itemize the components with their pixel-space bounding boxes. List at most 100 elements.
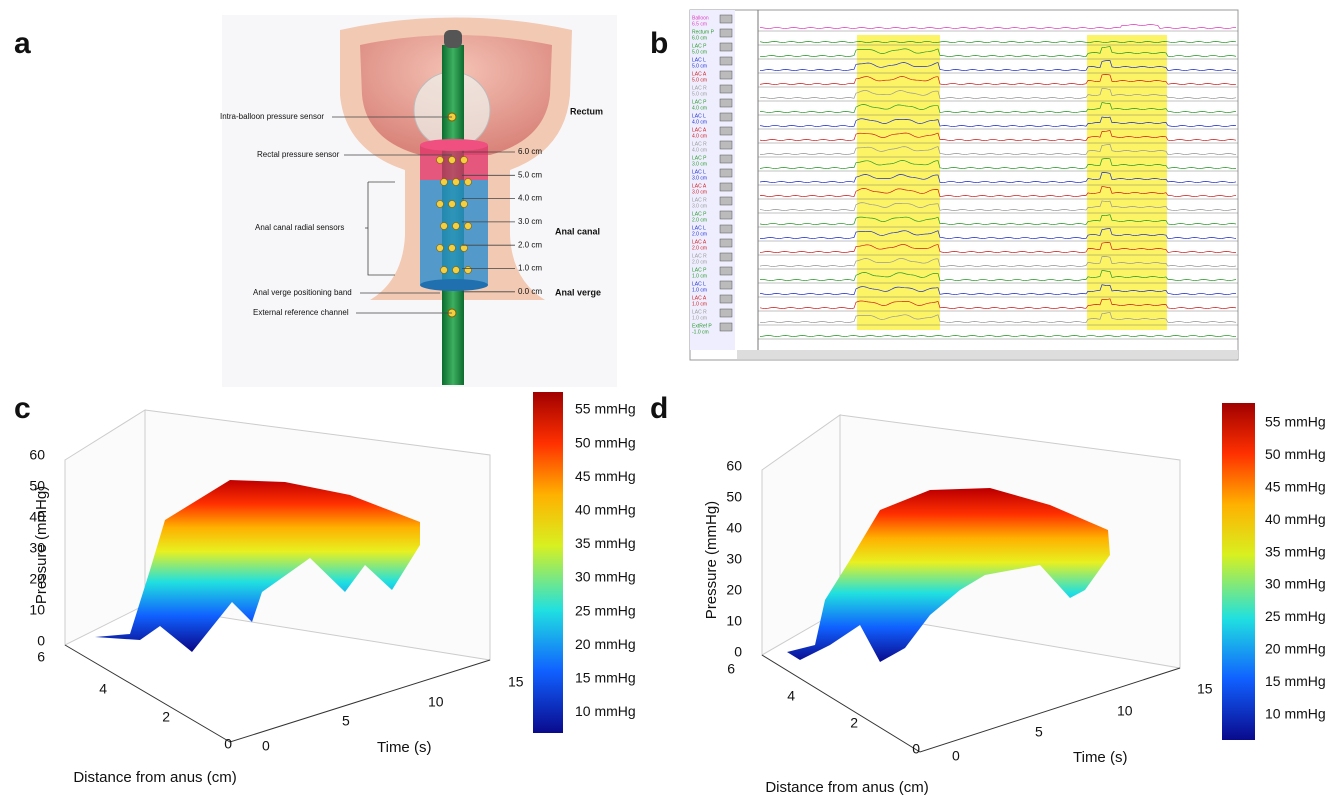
channel-depth: 3.0 cm <box>692 161 707 167</box>
y-tick-label: 6 <box>727 661 735 677</box>
channel-name: ExtRef P <box>692 323 712 329</box>
channel-depth: 1.0 cm <box>692 287 707 293</box>
z-tick-label: 20 <box>29 571 45 587</box>
channel-icon <box>719 14 733 24</box>
channel-icon <box>719 42 733 52</box>
highlight <box>1087 35 1167 330</box>
channel-depth: 1.0 cm <box>692 273 707 279</box>
channel-depth: 3.0 cm <box>692 175 707 181</box>
channel-name: LAC R <box>692 85 707 91</box>
trace-line <box>759 158 1237 169</box>
channel-icon <box>719 70 733 80</box>
channel-name: LAC L <box>692 225 706 231</box>
colorbar-label: 40 mmHg <box>575 502 636 518</box>
channel-name: LAC P <box>692 99 707 105</box>
channel-icon <box>719 266 733 276</box>
trace-line <box>759 214 1237 225</box>
colorbar-label: 20 mmHg <box>575 636 636 652</box>
cylinder-bottom <box>420 279 488 291</box>
colorbar-label: 20 mmHg <box>1265 641 1326 657</box>
channel-icon <box>719 154 733 164</box>
trace-line <box>759 46 1237 57</box>
channel-depth: 2.0 cm <box>692 245 707 251</box>
y-axis-title: Distance from anus (cm) <box>765 779 928 796</box>
channel-icon <box>719 294 733 304</box>
sensor <box>464 222 472 230</box>
channel-depth: 1.0 cm <box>692 301 707 307</box>
y-axis-title: Distance from anus (cm) <box>73 769 236 786</box>
colorbar-label: 55 mmHg <box>575 401 636 417</box>
colorbar-label: 25 mmHg <box>575 602 636 618</box>
channel-depth: 3.0 cm <box>692 189 707 195</box>
callout-label: Rectal pressure sensor <box>257 150 340 159</box>
sensors <box>436 112 472 318</box>
y-tick-label: 0 <box>912 741 920 757</box>
z-tick-label: 0 <box>734 644 742 660</box>
trace-line <box>759 256 1237 267</box>
channel-name: LAC P <box>692 267 707 273</box>
sensor <box>436 244 444 252</box>
y-tick-label: 6 <box>37 649 45 665</box>
colorbar-label: 10 mmHg <box>575 703 636 719</box>
trace-line <box>759 88 1237 99</box>
channel-name: LAC A <box>692 239 707 245</box>
bracket <box>367 181 395 276</box>
axis-line <box>761 654 1181 753</box>
trace-line <box>759 186 1237 197</box>
channel-depth: 5.0 cm <box>692 49 707 55</box>
x-tick-label: 0 <box>262 738 270 754</box>
trace-line <box>759 298 1237 309</box>
colorbar-label: 30 mmHg <box>1265 576 1326 592</box>
manometry-trace <box>689 9 1239 361</box>
callout-label: Anal canal radial sensors <box>255 223 344 232</box>
y-tick-label: 2 <box>850 715 858 731</box>
leader-lines <box>332 116 515 314</box>
sensor <box>464 178 472 186</box>
channel-name: LAC A <box>692 183 707 189</box>
z-tick-label: 20 <box>726 582 742 598</box>
channel-depth: 5.0 cm <box>692 63 707 69</box>
channel-icon <box>719 252 733 262</box>
trace-line <box>759 335 1237 337</box>
z-tick-label: 60 <box>29 447 45 463</box>
colorbar-label: 50 mmHg <box>575 434 636 450</box>
channel-depth: -1.0 cm <box>692 329 709 335</box>
channel-depth: 2.0 cm <box>692 217 707 223</box>
trace-line <box>759 172 1237 183</box>
sensor <box>464 266 472 274</box>
channel-icon <box>719 210 733 220</box>
surface-plot <box>64 392 563 743</box>
channel-name: LAC P <box>692 211 707 217</box>
channel-depth: 4.0 cm <box>692 147 707 153</box>
channel-depth: 5.0 cm <box>692 91 707 97</box>
colorbar-label: 45 mmHg <box>575 468 636 484</box>
trace-line <box>759 41 1237 43</box>
z-axis-title: Pressure (mmHg) <box>33 486 50 604</box>
channel-name: Rectum P <box>692 29 715 35</box>
depth-label: 2.0 cm <box>518 240 542 249</box>
channel-icon <box>719 56 733 66</box>
channel-name: LAC L <box>692 281 706 287</box>
channel-name: LAC A <box>692 295 707 301</box>
x-tick-label: 10 <box>1117 703 1133 719</box>
colorbar-label: 15 mmHg <box>1265 673 1326 689</box>
channel-name: Balloon <box>692 15 709 21</box>
depth-label: 1.0 cm <box>518 264 542 273</box>
highlight <box>857 35 940 330</box>
x-axis-title: Time (s) <box>377 739 431 756</box>
y-tick-label: 0 <box>224 736 232 752</box>
channel-depth: 6.0 cm <box>692 35 707 41</box>
channel-icon <box>719 238 733 248</box>
z-tick-label: 60 <box>726 458 742 474</box>
channel-name: LAC L <box>692 169 706 175</box>
colorbar-label: 35 mmHg <box>1265 543 1326 559</box>
depth-label: 6.0 cm <box>518 147 542 156</box>
colorbar-label: 25 mmHg <box>1265 608 1326 624</box>
channel-icon <box>719 280 733 290</box>
channel-depth: 4.0 cm <box>692 133 707 139</box>
sensor <box>452 222 460 230</box>
channel-depth: 4.0 cm <box>692 119 707 125</box>
channel-icon <box>719 140 733 150</box>
cylinder-top <box>420 139 488 151</box>
